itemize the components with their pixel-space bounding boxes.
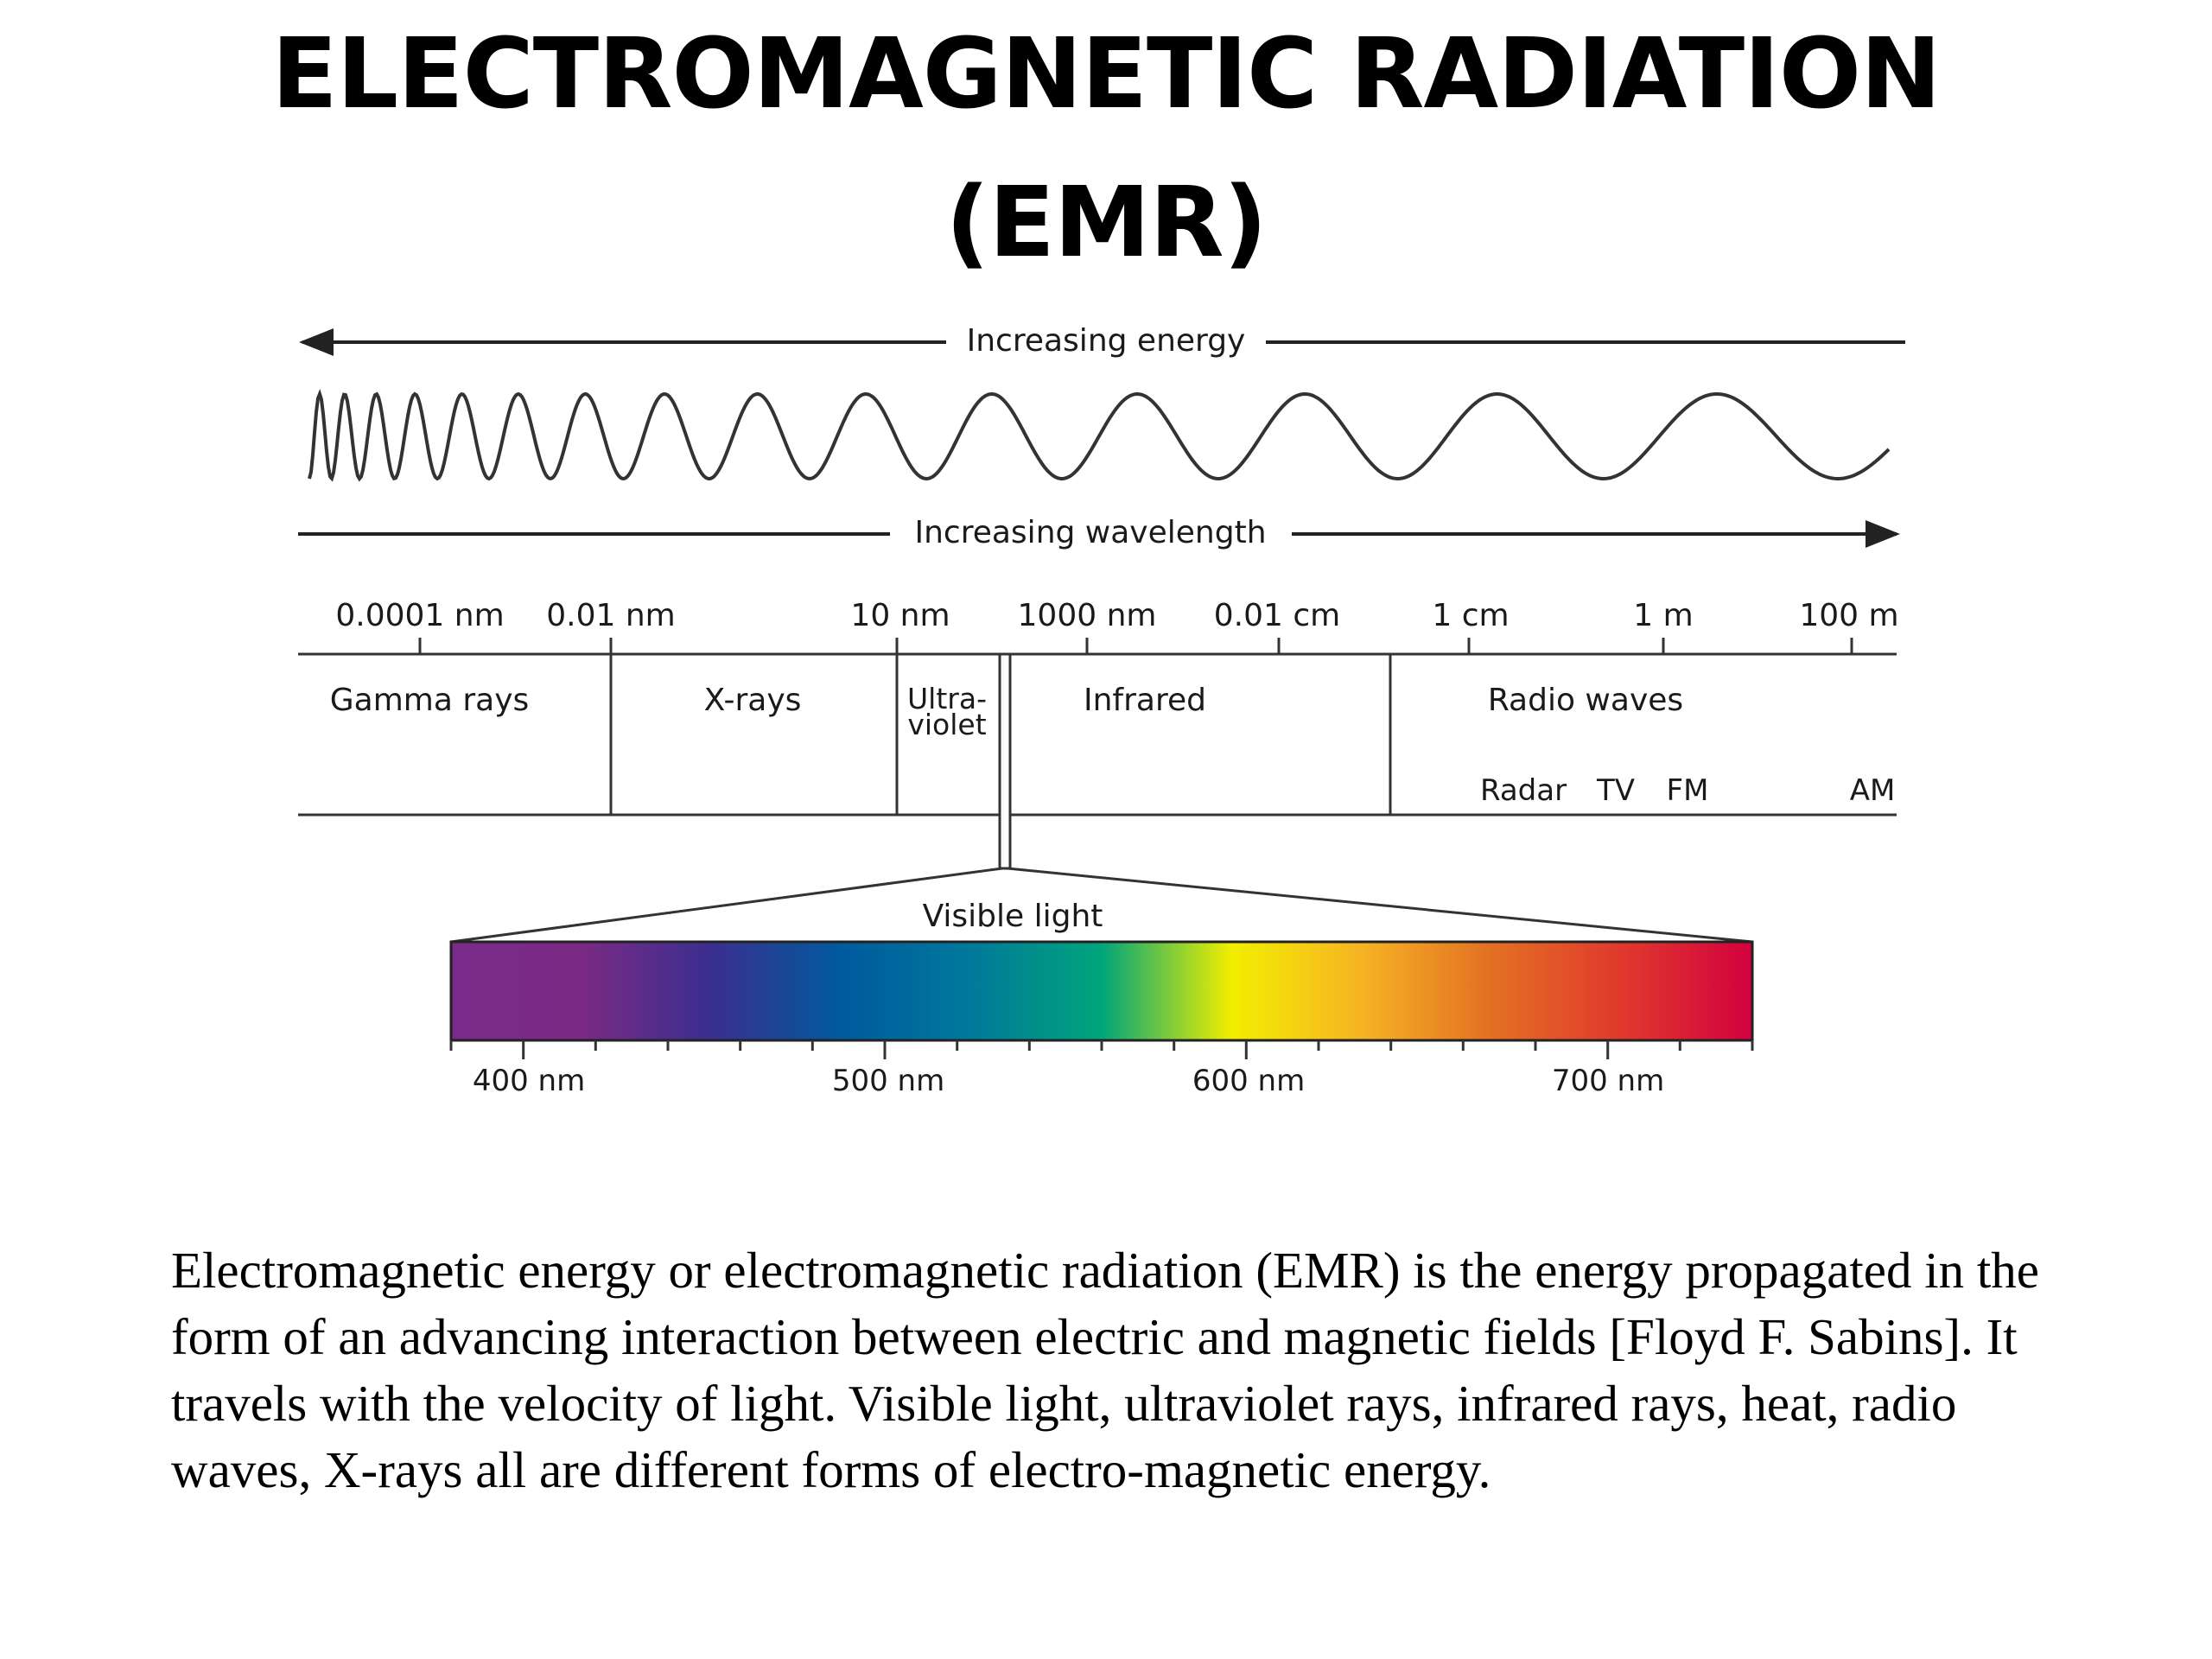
spectrum-minor-ticks <box>449 1040 1754 1059</box>
energy-label: Increasing energy <box>967 323 1246 359</box>
title-line-2: (EMR) <box>945 167 1268 279</box>
zoom-line-left <box>450 867 1003 944</box>
radio-band-am: AM <box>1850 773 1896 808</box>
spectrum-tick-500-nm: 500 nm <box>832 1064 944 1098</box>
region-ultraviolet-line2: violet <box>907 708 986 741</box>
tick-1000-nm: 1000 nm <box>1018 598 1157 633</box>
slide-title: ELECTROMAGNETIC RADIATION (EMR) <box>0 0 2212 297</box>
description-paragraph: Electromagnetic energy or electromagneti… <box>171 1242 2039 1498</box>
region-x-rays: X-rays <box>704 683 802 718</box>
spectrum-tick-400-nm: 400 nm <box>473 1064 585 1098</box>
tick-1-m: 1 m <box>1633 598 1693 633</box>
radio-band-fm: FM <box>1667 773 1709 808</box>
visible-light-label: Visible light <box>923 899 1103 934</box>
tick-1-cm: 1 cm <box>1432 598 1509 633</box>
tick-0-0001-nm: 0.0001 nm <box>335 598 504 633</box>
tick-0-01-cm: 0.01 cm <box>1214 598 1340 633</box>
scale-tick-marks <box>418 638 1853 654</box>
region-gamma-rays: Gamma rays <box>330 683 530 718</box>
visible-band-marker <box>998 652 1012 870</box>
region-infrared: Infrared <box>1084 683 1206 718</box>
spectrum-tick-600-nm: 600 nm <box>1192 1064 1305 1098</box>
tick-0-01-nm: 0.01 nm <box>546 598 675 633</box>
region-ultraviolet-line1: Ultra- <box>907 682 987 715</box>
wave-line <box>308 388 1891 482</box>
tick-10-nm: 10 nm <box>850 598 950 633</box>
em-spectrum-diagram: Increasing energy Increasing wavelength … <box>298 323 1905 1098</box>
spectrum-tick-700-nm: 700 nm <box>1552 1064 1664 1098</box>
tick-100-m: 100 m <box>1799 598 1898 633</box>
radio-band-radar: Radar <box>1480 773 1567 808</box>
region-radio-waves: Radio waves <box>1488 683 1683 718</box>
radio-band-tv: TV <box>1596 773 1635 808</box>
wavelength-label: Increasing wavelength <box>914 515 1266 550</box>
band-dividers <box>609 654 1392 815</box>
zoom-line-right <box>1007 867 1753 944</box>
visible-spectrum-bar <box>449 940 1754 1042</box>
title-line-1: ELECTROMAGNETIC RADIATION <box>271 18 1942 130</box>
